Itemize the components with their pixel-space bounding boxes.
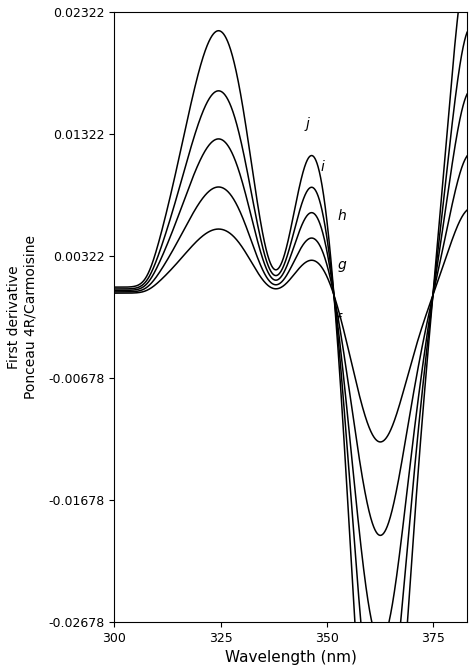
- X-axis label: Wavelength (nm): Wavelength (nm): [225, 650, 356, 665]
- Text: i: i: [320, 160, 324, 174]
- Text: h: h: [337, 209, 346, 223]
- Y-axis label: First derivative
Ponceau 4R/Carmoisine: First derivative Ponceau 4R/Carmoisine: [7, 235, 37, 399]
- Text: f: f: [335, 312, 340, 327]
- Text: j: j: [306, 118, 310, 132]
- Text: g: g: [337, 257, 346, 271]
